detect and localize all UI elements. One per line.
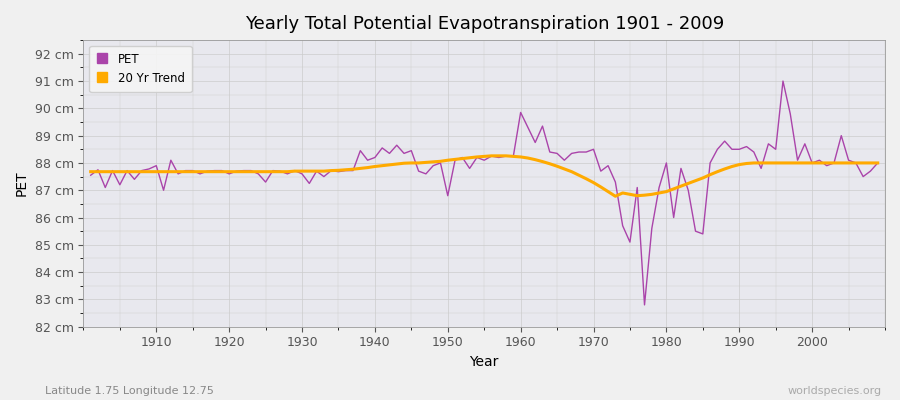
X-axis label: Year: Year [470,355,499,369]
Text: Latitude 1.75 Longitude 12.75: Latitude 1.75 Longitude 12.75 [45,386,214,396]
Title: Yearly Total Potential Evapotranspiration 1901 - 2009: Yearly Total Potential Evapotranspiratio… [245,15,724,33]
Text: worldspecies.org: worldspecies.org [788,386,882,396]
Y-axis label: PET: PET [15,171,29,196]
Legend: PET, 20 Yr Trend: PET, 20 Yr Trend [89,46,192,92]
